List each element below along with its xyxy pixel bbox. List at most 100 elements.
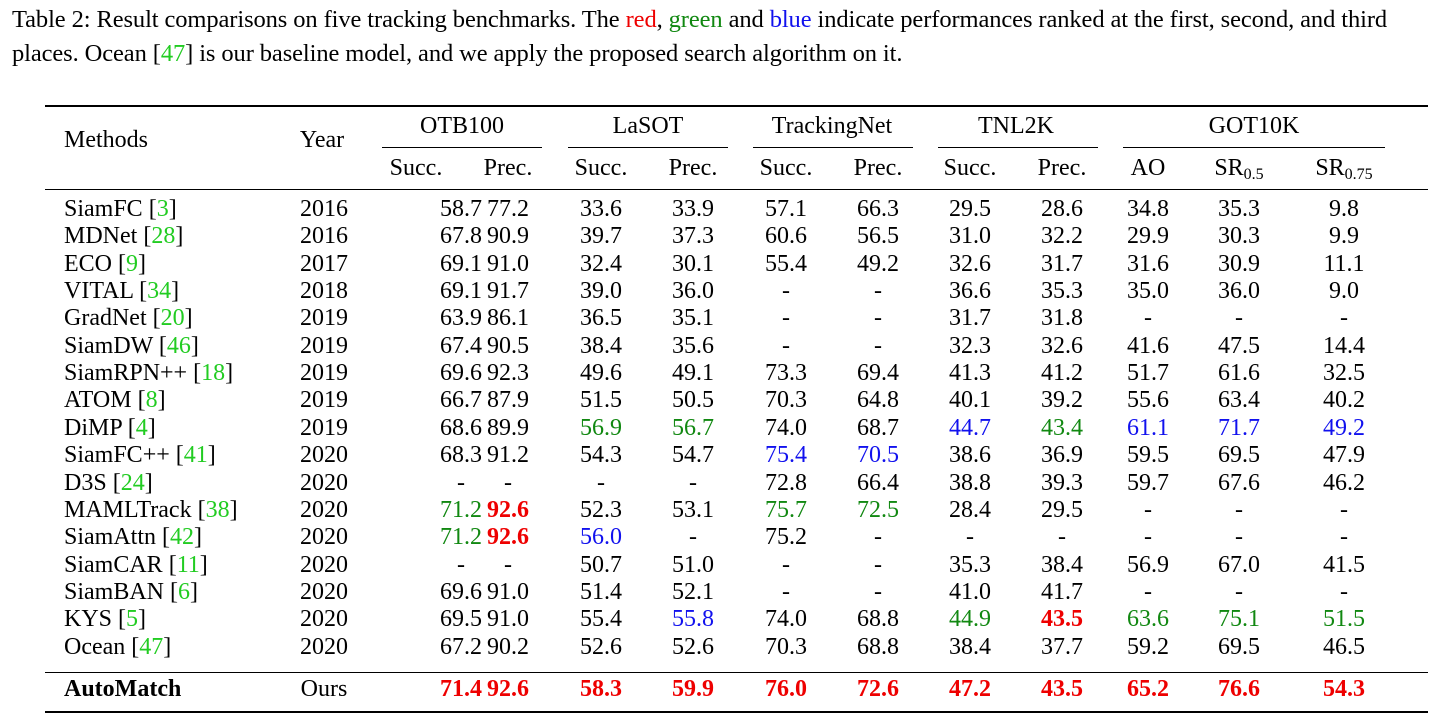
- value-cell: 61.6: [1218, 360, 1260, 386]
- citation-bracket: ]: [175, 223, 184, 249]
- method-name: SiamBAN [6]: [64, 579, 198, 606]
- year-cell: Ours: [300, 676, 348, 702]
- value-cell: 67.2: [440, 634, 482, 660]
- method-citation-link[interactable]: [3]: [143, 196, 177, 222]
- method-name: SiamRPN++ [18]: [64, 360, 233, 387]
- value-cell: 29.9: [1127, 223, 1169, 249]
- value-cell: 74.0: [765, 415, 807, 441]
- value-cell: 70.3: [765, 387, 807, 413]
- value-cell: 49.6: [580, 360, 622, 386]
- value-cell: 90.9: [487, 223, 529, 249]
- value-cell: 67.8: [440, 223, 482, 249]
- method-citation-link[interactable]: [42]: [156, 524, 202, 550]
- value-cell: 55.6: [1127, 387, 1169, 413]
- method-citation-link[interactable]: [5]: [112, 606, 146, 632]
- value-cell: 71.4: [440, 676, 482, 702]
- method-citation-link[interactable]: [9]: [112, 251, 146, 277]
- year-cell: 2019: [300, 333, 348, 359]
- value-cell: -: [1340, 305, 1348, 331]
- caption-prefix: Table 2: Result comparisons on five trac…: [12, 6, 626, 33]
- method-citation-link[interactable]: [4]: [122, 415, 156, 441]
- method-citation-link[interactable]: [34]: [133, 278, 179, 304]
- header-rule: [45, 189, 1428, 190]
- value-cell: 9.0: [1329, 278, 1359, 304]
- citation-number[interactable]: 3: [156, 196, 169, 222]
- subheader-lasot-succ: Succ.: [574, 155, 628, 181]
- value-cell: -: [782, 333, 790, 359]
- value-cell: 37.3: [672, 223, 714, 249]
- citation-number[interactable]: 20: [160, 305, 185, 331]
- value-cell: 36.0: [1218, 278, 1260, 304]
- caption-green-word: green: [668, 6, 723, 33]
- method-citation-link[interactable]: [20]: [147, 305, 193, 331]
- citation-number[interactable]: 28: [151, 223, 176, 249]
- value-cell: 54.3: [580, 442, 622, 468]
- value-cell: 72.8: [765, 470, 807, 496]
- value-cell: 41.5: [1323, 552, 1365, 578]
- citation-number[interactable]: 24: [120, 470, 145, 496]
- caption-citation-link[interactable]: 47: [160, 40, 186, 67]
- citation-bracket: ]: [138, 251, 146, 277]
- citation-bracket: ]: [163, 634, 172, 660]
- lasot-underline: [568, 147, 728, 148]
- citation-bracket: ]: [190, 333, 199, 359]
- method-label: SiamFC: [64, 196, 143, 222]
- method-citation-link[interactable]: [46]: [153, 333, 199, 359]
- method-citation-link[interactable]: [11]: [163, 552, 208, 578]
- subheader-trackingnet-succ: Succ.: [759, 155, 813, 181]
- citation-bracket: [: [152, 333, 167, 359]
- citation-bracket: [: [146, 305, 161, 331]
- value-cell: 52.6: [672, 634, 714, 660]
- value-cell: 47.5: [1218, 333, 1260, 359]
- caption-suffix: ] is our baseline model, and we apply th…: [185, 40, 903, 67]
- method-name: ECO [9]: [64, 251, 146, 278]
- value-cell: 36.9: [1041, 442, 1083, 468]
- citation-number[interactable]: 38: [205, 497, 230, 523]
- method-citation-link[interactable]: [6]: [164, 579, 198, 605]
- value-cell: 35.3: [949, 552, 991, 578]
- value-cell: 34.8: [1127, 196, 1169, 222]
- method-label: SiamFC++: [64, 442, 170, 468]
- citation-bracket: ]: [199, 552, 208, 578]
- value-cell: 87.9: [487, 387, 529, 413]
- citation-number[interactable]: 6: [178, 579, 191, 605]
- citation-bracket: ]: [190, 579, 199, 605]
- value-cell: 75.4: [765, 442, 807, 468]
- citation-number[interactable]: 18: [201, 360, 226, 386]
- sr-base: SR: [1214, 155, 1244, 181]
- subheader-got10k-sr075: SR0.75: [1315, 155, 1372, 183]
- citation-number[interactable]: 47: [139, 634, 164, 660]
- value-cell: 38.4: [949, 634, 991, 660]
- citation-number[interactable]: 4: [135, 415, 148, 441]
- method-citation-link[interactable]: [38]: [192, 497, 238, 523]
- year-cell: 2020: [300, 497, 348, 523]
- citation-number[interactable]: 11: [176, 552, 200, 578]
- value-cell: 59.7: [1127, 470, 1169, 496]
- citation-number[interactable]: 46: [166, 333, 191, 359]
- value-cell: 69.6: [440, 360, 482, 386]
- citation-number[interactable]: 34: [147, 278, 172, 304]
- citation-number[interactable]: 8: [145, 387, 158, 413]
- method-name: ATOM [8]: [64, 387, 166, 414]
- citation-number[interactable]: 9: [126, 251, 138, 277]
- method-citation-link[interactable]: [24]: [107, 470, 153, 496]
- subheader-trackingnet-prec: Prec.: [853, 155, 903, 181]
- citation-number[interactable]: 42: [170, 524, 195, 550]
- citation-number[interactable]: 5: [126, 606, 139, 632]
- method-citation-link[interactable]: [41]: [170, 442, 216, 468]
- value-cell: 35.0: [1127, 278, 1169, 304]
- got10k-underline: [1123, 147, 1385, 148]
- citation-number[interactable]: 41: [183, 442, 208, 468]
- value-cell: 69.1: [440, 251, 482, 277]
- method-citation-link[interactable]: [8]: [132, 387, 166, 413]
- value-cell: 35.3: [1041, 278, 1083, 304]
- method-citation-link[interactable]: [47]: [125, 634, 171, 660]
- group-otb100: OTB100: [420, 113, 504, 139]
- value-cell: 58.7: [440, 196, 482, 222]
- method-citation-link[interactable]: [28]: [137, 223, 183, 249]
- citation-bracket: [: [162, 552, 177, 578]
- group-lasot: LaSOT: [612, 113, 684, 139]
- value-cell: 55.4: [580, 606, 622, 632]
- method-citation-link[interactable]: [18]: [187, 360, 233, 386]
- value-cell: 75.1: [1218, 606, 1260, 632]
